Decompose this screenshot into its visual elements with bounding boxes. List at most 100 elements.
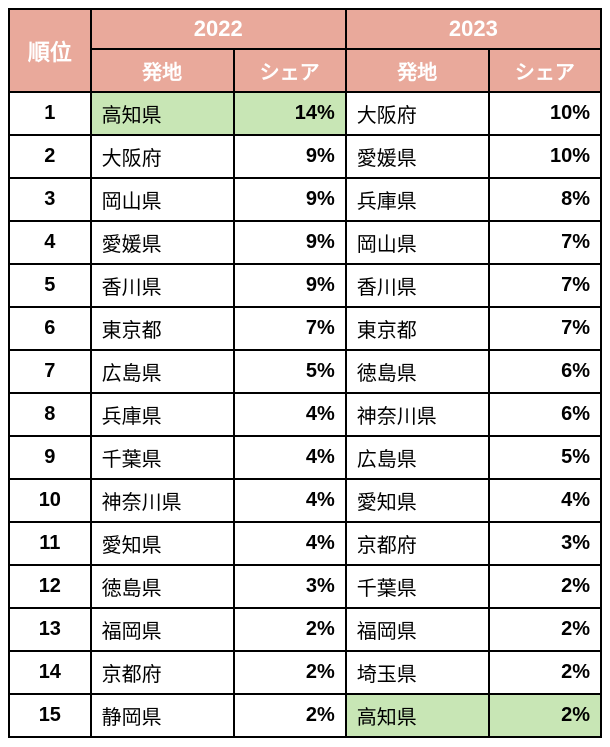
share-2022-cell: 14% xyxy=(234,92,346,135)
share-2023-cell: 2% xyxy=(489,651,601,694)
table-row: 5香川県9%香川県7% xyxy=(9,264,601,307)
table-row: 3岡山県9%兵庫県8% xyxy=(9,178,601,221)
place-2023-cell: 愛知県 xyxy=(346,479,489,522)
share-2023-cell: 6% xyxy=(489,350,601,393)
place-2022-cell: 東京都 xyxy=(91,307,234,350)
place-2022-cell: 広島県 xyxy=(91,350,234,393)
table-row: 10神奈川県4%愛知県4% xyxy=(9,479,601,522)
share-2023-cell: 4% xyxy=(489,479,601,522)
place-2022-header: 発地 xyxy=(91,49,234,92)
place-2022-cell: 愛媛県 xyxy=(91,221,234,264)
rank-cell: 11 xyxy=(9,522,91,565)
share-2022-cell: 4% xyxy=(234,522,346,565)
share-2023-cell: 2% xyxy=(489,608,601,651)
rank-cell: 9 xyxy=(9,436,91,479)
share-2022-cell: 9% xyxy=(234,178,346,221)
share-2022-cell: 2% xyxy=(234,651,346,694)
place-2023-cell: 高知県 xyxy=(346,694,489,737)
table-row: 15静岡県2%高知県2% xyxy=(9,694,601,737)
table-row: 14京都府2%埼玉県2% xyxy=(9,651,601,694)
rank-cell: 1 xyxy=(9,92,91,135)
share-2023-cell: 7% xyxy=(489,264,601,307)
table-row: 1高知県14%大阪府10% xyxy=(9,92,601,135)
place-2022-cell: 静岡県 xyxy=(91,694,234,737)
year-header-row: 順位 2022 2023 xyxy=(9,9,601,49)
rank-cell: 7 xyxy=(9,350,91,393)
share-2023-cell: 8% xyxy=(489,178,601,221)
sub-header-row: 発地 シェア 発地 シェア xyxy=(9,49,601,92)
share-2023-cell: 6% xyxy=(489,393,601,436)
place-2022-cell: 徳島県 xyxy=(91,565,234,608)
share-2022-cell: 9% xyxy=(234,264,346,307)
rank-cell: 15 xyxy=(9,694,91,737)
table-row: 9千葉県4%広島県5% xyxy=(9,436,601,479)
place-2023-cell: 福岡県 xyxy=(346,608,489,651)
share-2023-cell: 10% xyxy=(489,92,601,135)
table-body: 1高知県14%大阪府10%2大阪府9%愛媛県10%3岡山県9%兵庫県8%4愛媛県… xyxy=(9,92,601,737)
place-2022-cell: 香川県 xyxy=(91,264,234,307)
place-2023-cell: 埼玉県 xyxy=(346,651,489,694)
place-2023-cell: 愛媛県 xyxy=(346,135,489,178)
share-2022-cell: 3% xyxy=(234,565,346,608)
place-2023-cell: 兵庫県 xyxy=(346,178,489,221)
rank-cell: 12 xyxy=(9,565,91,608)
share-2022-cell: 9% xyxy=(234,221,346,264)
place-2022-cell: 福岡県 xyxy=(91,608,234,651)
share-2022-cell: 2% xyxy=(234,608,346,651)
share-2023-header: シェア xyxy=(489,49,601,92)
place-2023-cell: 千葉県 xyxy=(346,565,489,608)
table-row: 6東京都7%東京都7% xyxy=(9,307,601,350)
rank-cell: 2 xyxy=(9,135,91,178)
rank-cell: 8 xyxy=(9,393,91,436)
place-2023-cell: 岡山県 xyxy=(346,221,489,264)
share-2022-cell: 2% xyxy=(234,694,346,737)
ranking-table: 順位 2022 2023 発地 シェア 発地 シェア 1高知県14%大阪府10%… xyxy=(8,8,602,738)
place-2022-cell: 岡山県 xyxy=(91,178,234,221)
share-2022-cell: 5% xyxy=(234,350,346,393)
place-2022-cell: 兵庫県 xyxy=(91,393,234,436)
rank-cell: 10 xyxy=(9,479,91,522)
place-2023-cell: 東京都 xyxy=(346,307,489,350)
rank-cell: 5 xyxy=(9,264,91,307)
rank-cell: 3 xyxy=(9,178,91,221)
place-2023-cell: 香川県 xyxy=(346,264,489,307)
place-2022-cell: 愛知県 xyxy=(91,522,234,565)
place-2022-cell: 神奈川県 xyxy=(91,479,234,522)
place-2023-cell: 神奈川県 xyxy=(346,393,489,436)
table-row: 12徳島県3%千葉県2% xyxy=(9,565,601,608)
share-2023-cell: 10% xyxy=(489,135,601,178)
table-row: 11愛知県4%京都府3% xyxy=(9,522,601,565)
table-row: 13福岡県2%福岡県2% xyxy=(9,608,601,651)
share-2022-cell: 4% xyxy=(234,436,346,479)
share-2023-cell: 2% xyxy=(489,694,601,737)
place-2023-cell: 広島県 xyxy=(346,436,489,479)
rank-header: 順位 xyxy=(9,9,91,92)
table-row: 2大阪府9%愛媛県10% xyxy=(9,135,601,178)
table-row: 4愛媛県9%岡山県7% xyxy=(9,221,601,264)
share-2022-header: シェア xyxy=(234,49,346,92)
rank-cell: 4 xyxy=(9,221,91,264)
share-2023-cell: 5% xyxy=(489,436,601,479)
place-2023-cell: 大阪府 xyxy=(346,92,489,135)
place-2023-cell: 徳島県 xyxy=(346,350,489,393)
share-2023-cell: 3% xyxy=(489,522,601,565)
share-2022-cell: 4% xyxy=(234,479,346,522)
year-2022-header: 2022 xyxy=(91,9,346,49)
year-2023-header: 2023 xyxy=(346,9,601,49)
share-2023-cell: 7% xyxy=(489,307,601,350)
table-row: 7広島県5%徳島県6% xyxy=(9,350,601,393)
share-2022-cell: 4% xyxy=(234,393,346,436)
share-2022-cell: 7% xyxy=(234,307,346,350)
place-2023-cell: 京都府 xyxy=(346,522,489,565)
place-2022-cell: 京都府 xyxy=(91,651,234,694)
share-2023-cell: 2% xyxy=(489,565,601,608)
rank-cell: 6 xyxy=(9,307,91,350)
rank-cell: 13 xyxy=(9,608,91,651)
place-2023-header: 発地 xyxy=(346,49,489,92)
place-2022-cell: 大阪府 xyxy=(91,135,234,178)
share-2023-cell: 7% xyxy=(489,221,601,264)
place-2022-cell: 高知県 xyxy=(91,92,234,135)
share-2022-cell: 9% xyxy=(234,135,346,178)
table-row: 8兵庫県4%神奈川県6% xyxy=(9,393,601,436)
rank-cell: 14 xyxy=(9,651,91,694)
